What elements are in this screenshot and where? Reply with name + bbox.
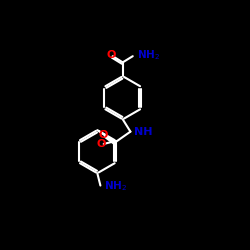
Text: NH$_2$: NH$_2$ [104,180,127,193]
Text: NH$_2$: NH$_2$ [136,48,160,62]
Text: O: O [97,139,106,149]
Text: O: O [99,130,108,140]
Text: NH: NH [134,127,153,137]
Text: O: O [106,50,116,60]
